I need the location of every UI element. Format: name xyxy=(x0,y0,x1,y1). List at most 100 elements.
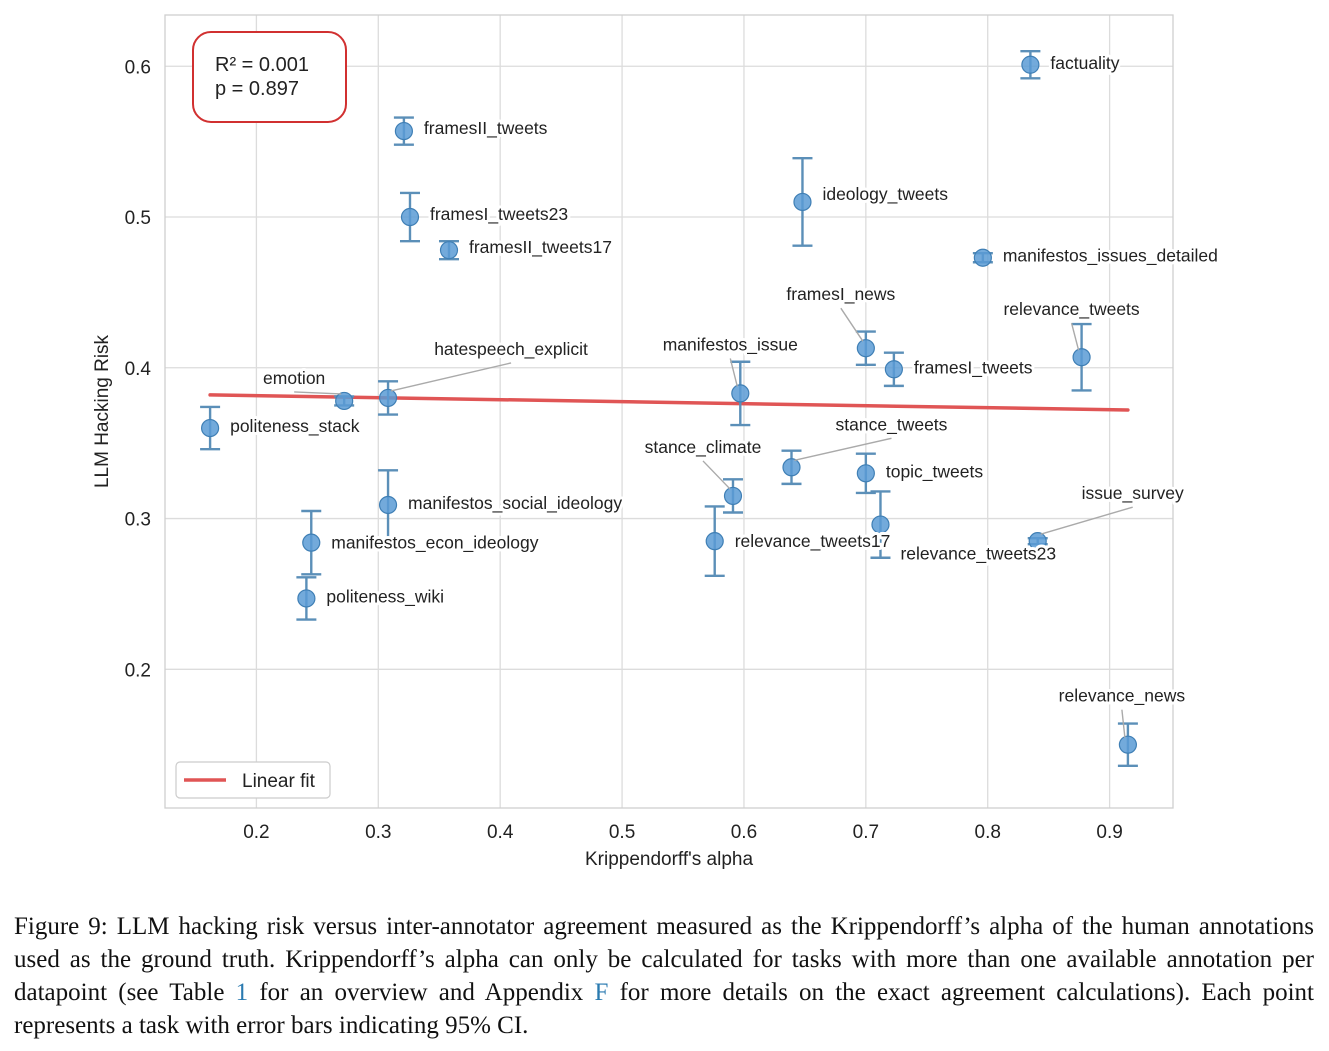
data-point-emotion xyxy=(334,391,355,411)
point-marker xyxy=(378,495,398,515)
x-tick-label: 0.6 xyxy=(731,822,757,843)
point-label: manifestos_issue xyxy=(663,334,798,355)
point-label: stance_tweets xyxy=(836,414,948,435)
point-marker xyxy=(200,418,220,438)
y-axis-label: LLM Hacking Risk xyxy=(92,334,113,488)
point-marker xyxy=(973,248,992,267)
point-label: manifestos_social_ideology xyxy=(408,493,622,514)
point-marker xyxy=(884,360,903,379)
point-label: politeness_wiki xyxy=(326,586,444,607)
data-point-manifestos_issue xyxy=(730,360,751,427)
point-marker xyxy=(302,533,321,552)
data-point-relevance_tweets23 xyxy=(870,490,891,559)
scatter-chart: 0.2 0.3 0.4 0.5 0.6 0.7 0.8 0.9 0.2 0.3 0.4 0.5 0.6… xyxy=(92,14,1221,870)
x-tick-label: 0.7 xyxy=(853,822,879,843)
y-tick-label: 0.3 xyxy=(125,510,151,531)
data-point-manifestos_social_ideology xyxy=(378,469,399,541)
data-point-ideology_tweets xyxy=(792,157,813,247)
legend: Linear fit xyxy=(175,761,331,799)
point-marker xyxy=(400,207,420,227)
p-value-text: p = 0.897 xyxy=(215,78,299,100)
point-label: ideology_tweets xyxy=(822,184,948,205)
data-point-hatespeech_explicit xyxy=(378,380,399,416)
label-arrow xyxy=(729,358,738,387)
legend-label-linear-fit: Linear fit xyxy=(242,771,316,792)
point-label: framesI_tweets xyxy=(914,357,1033,378)
caption-text-1: Figure 9: LLM hacking risk versus inter-… xyxy=(14,913,1314,1006)
point-label: framesI_tweets23 xyxy=(430,204,568,225)
r-squared-text: R² = 0.001 xyxy=(215,54,309,76)
point-marker xyxy=(856,339,875,358)
point-label: relevance_news xyxy=(1059,686,1186,707)
x-tick-labels: 0.2 0.3 0.4 0.5 0.6 0.7 0.8 0.9 xyxy=(243,822,1123,843)
point-label: relevance_tweets23 xyxy=(900,544,1056,565)
data-point-framesI_tweets23 xyxy=(399,191,420,243)
label-arrow xyxy=(794,437,892,461)
data-point-politeness_wiki xyxy=(296,576,317,621)
label-arrow xyxy=(1040,506,1133,535)
label-arrow xyxy=(840,307,864,342)
caption-text-3: for more details on the exact agreement … xyxy=(14,979,1314,1039)
data-point-issue_survey xyxy=(1027,532,1048,551)
data-point-relevance_tweets17 xyxy=(704,505,725,578)
x-axis-label: Krippendorff's alpha xyxy=(585,849,753,870)
point-label: manifestos_econ_ideology xyxy=(331,533,538,554)
point-label: manifestos_issues_detailed xyxy=(1003,246,1218,267)
linear-fit-line xyxy=(208,393,1130,412)
point-marker xyxy=(297,589,316,608)
data-points xyxy=(200,49,1138,767)
data-point-framesII_tweets17 xyxy=(438,239,459,261)
x-tick-label: 0.2 xyxy=(243,822,269,843)
data-point-framesII_tweets xyxy=(393,116,414,146)
label-arrow xyxy=(1070,323,1080,351)
label-arrow xyxy=(390,362,512,392)
data-point-factuality xyxy=(1020,49,1041,80)
point-marker xyxy=(335,391,354,411)
point-label: politeness_stack xyxy=(230,416,360,437)
point-marker xyxy=(439,241,459,260)
point-marker xyxy=(723,486,743,506)
y-tick-label: 0.5 xyxy=(125,208,151,229)
y-tick-label: 0.2 xyxy=(125,660,151,681)
point-label: framesII_tweets17 xyxy=(469,237,612,258)
point-label: framesI_news xyxy=(786,284,895,305)
point-marker xyxy=(871,515,890,534)
point-label: hatespeech_explicit xyxy=(434,339,588,360)
point-label: stance_climate xyxy=(645,437,762,458)
point-label: factuality xyxy=(1050,53,1119,73)
grid xyxy=(165,15,1173,808)
x-tick-label: 0.9 xyxy=(1096,822,1122,843)
x-tick-label: 0.8 xyxy=(975,822,1001,843)
point-marker xyxy=(793,192,812,212)
point-labels: factuality framesII_tweets framesI_tweets2… xyxy=(227,50,1221,738)
point-marker xyxy=(394,121,413,141)
data-point-stance_climate xyxy=(722,478,743,514)
data-point-topic_tweets xyxy=(855,452,876,495)
data-point-stance_tweets xyxy=(781,449,802,486)
data-point-manifestos_issues_detailed xyxy=(972,248,993,267)
point-marker xyxy=(1118,735,1138,754)
data-point-relevance_tweets xyxy=(1071,322,1092,392)
label-arrow xyxy=(702,460,731,490)
data-point-framesI_tweets xyxy=(883,351,904,388)
label-arrow xyxy=(294,391,342,395)
point-label: relevance_tweets xyxy=(1003,299,1139,320)
stats-annotation-box xyxy=(192,31,347,123)
point-marker xyxy=(705,532,724,551)
point-label: emotion xyxy=(263,368,325,388)
x-tick-label: 0.3 xyxy=(365,822,391,843)
point-marker xyxy=(1028,532,1047,551)
legend-box xyxy=(175,761,331,799)
point-marker xyxy=(731,384,750,403)
data-point-manifestos_econ_ideology xyxy=(301,509,322,576)
point-label: issue_survey xyxy=(1082,483,1184,504)
caption-text-2: for an overview and Appendix xyxy=(248,979,595,1006)
point-label: topic_tweets xyxy=(886,461,984,482)
appendix-ref-link[interactable]: F xyxy=(594,979,609,1006)
data-point-relevance_news xyxy=(1117,722,1138,767)
data-point-politeness_stack xyxy=(200,405,221,451)
data-point-framesI_news xyxy=(855,330,876,366)
table-ref-link[interactable]: 1 xyxy=(235,979,249,1006)
point-marker xyxy=(378,388,398,408)
y-tick-labels: 0.2 0.3 0.4 0.5 0.6 xyxy=(125,57,152,681)
